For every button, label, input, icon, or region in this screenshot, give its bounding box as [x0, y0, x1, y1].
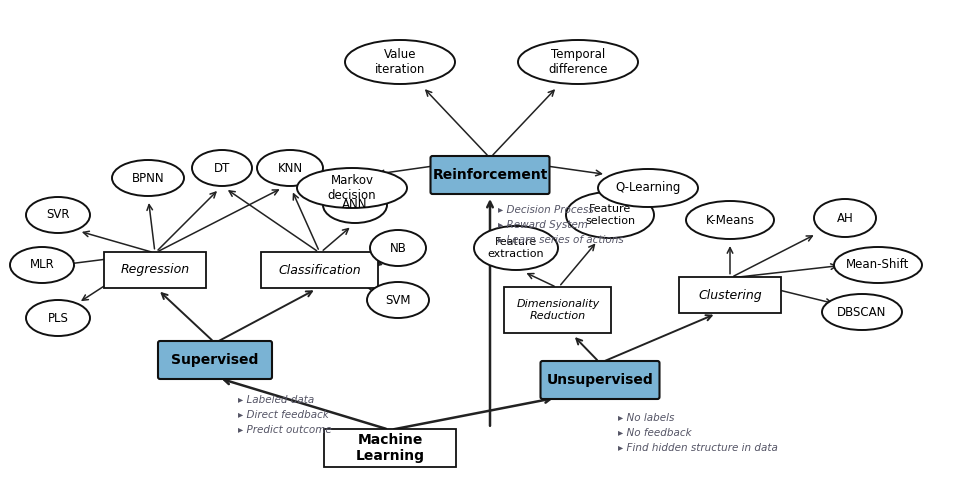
Text: Regression: Regression [120, 263, 189, 277]
Text: Unsupervised: Unsupervised [547, 373, 653, 387]
Text: Temporal
difference: Temporal difference [547, 48, 608, 76]
Text: ▸ Decision Process
▸ Reward System
▸ Learn series of actions: ▸ Decision Process ▸ Reward System ▸ Lea… [497, 205, 623, 245]
Ellipse shape [323, 187, 387, 223]
Text: Classification: Classification [278, 263, 360, 277]
Text: K-Means: K-Means [704, 213, 754, 226]
Text: BPNN: BPNN [132, 172, 164, 184]
Text: SVR: SVR [47, 209, 70, 221]
Text: ANN: ANN [342, 199, 367, 211]
FancyBboxPatch shape [540, 361, 659, 399]
Ellipse shape [10, 247, 74, 283]
Ellipse shape [26, 197, 90, 233]
Ellipse shape [833, 247, 922, 283]
Text: Machine
Learning: Machine Learning [355, 433, 424, 463]
Ellipse shape [366, 282, 428, 318]
Text: MLR: MLR [30, 258, 54, 272]
Text: Markov
decision: Markov decision [328, 174, 376, 202]
FancyBboxPatch shape [430, 156, 548, 194]
Text: ▸ No labels
▸ No feedback
▸ Find hidden structure in data: ▸ No labels ▸ No feedback ▸ Find hidden … [617, 413, 777, 453]
Text: DT: DT [213, 162, 230, 175]
Ellipse shape [111, 160, 184, 196]
Ellipse shape [474, 226, 557, 270]
Ellipse shape [813, 199, 875, 237]
FancyBboxPatch shape [504, 287, 610, 333]
Ellipse shape [369, 230, 425, 266]
Text: Value
iteration: Value iteration [374, 48, 424, 76]
Text: DBSCAN: DBSCAN [836, 306, 886, 318]
Text: Q-Learning: Q-Learning [614, 181, 680, 195]
Text: AH: AH [835, 211, 853, 224]
Text: Feature
selection: Feature selection [584, 204, 635, 226]
FancyBboxPatch shape [262, 252, 378, 288]
Text: Mean-Shift: Mean-Shift [845, 258, 909, 272]
Text: SVM: SVM [385, 293, 410, 307]
Ellipse shape [517, 40, 638, 84]
Ellipse shape [821, 294, 901, 330]
FancyBboxPatch shape [158, 341, 271, 379]
Text: Reinforcement: Reinforcement [432, 168, 547, 182]
Text: Clustering: Clustering [698, 288, 761, 302]
Ellipse shape [257, 150, 323, 186]
Ellipse shape [297, 168, 407, 208]
FancyBboxPatch shape [678, 277, 780, 313]
Text: PLS: PLS [47, 312, 69, 324]
Text: Feature
extraction: Feature extraction [487, 237, 544, 259]
Ellipse shape [566, 192, 653, 238]
Ellipse shape [26, 300, 90, 336]
Text: ▸ Labeled data
▸ Direct feedback
▸ Predict outcome: ▸ Labeled data ▸ Direct feedback ▸ Predi… [237, 395, 331, 435]
Text: KNN: KNN [277, 162, 302, 175]
FancyBboxPatch shape [324, 429, 455, 467]
FancyBboxPatch shape [104, 252, 205, 288]
Text: Dimensionality
Reduction: Dimensionality Reduction [516, 299, 599, 321]
Ellipse shape [685, 201, 773, 239]
Ellipse shape [597, 169, 698, 207]
Ellipse shape [345, 40, 454, 84]
Text: Supervised: Supervised [172, 353, 259, 367]
Ellipse shape [192, 150, 252, 186]
Text: NB: NB [390, 242, 406, 254]
